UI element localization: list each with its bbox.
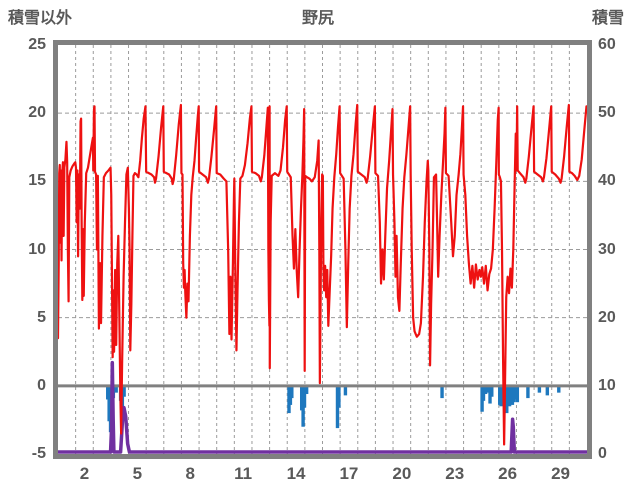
left-tick-label: 25 [28, 36, 46, 53]
weather-chart [58, 45, 587, 454]
x-tick-label: 26 [498, 464, 518, 483]
plot-area-frame [53, 40, 592, 459]
x-tick-label: 20 [392, 464, 412, 483]
left-tick-label: 10 [28, 240, 46, 258]
left-tick-label: -5 [31, 445, 46, 462]
right-tick-label: 60 [598, 36, 616, 53]
precipitation-bar [337, 385, 341, 408]
right-tick-label: 0 [598, 445, 607, 462]
precipitation-bar [486, 385, 490, 393]
right-tick-label: 50 [598, 104, 616, 122]
precipitation-bar [122, 385, 126, 397]
x-tick-label: 8 [185, 464, 195, 483]
right-tick-label: 10 [598, 376, 616, 394]
precipitation-bar [537, 385, 542, 393]
precipitation-bar [513, 385, 518, 400]
chart-title: 野尻 [301, 10, 334, 27]
precipitation-bar [557, 385, 561, 393]
precipitation-bar [488, 385, 492, 404]
left-tick-label: 0 [37, 376, 46, 394]
x-tick-label: 2 [79, 464, 90, 483]
right-tick-label: 30 [598, 240, 616, 258]
precipitation-bar [343, 385, 348, 396]
x-tick-label: 23 [445, 464, 465, 483]
left-tick-label: 15 [28, 172, 46, 190]
right-axis-title: 積雪 [591, 10, 624, 27]
right-tick-label: 20 [598, 308, 616, 326]
precipitation-bar [302, 385, 307, 408]
precipitation-bar [483, 385, 488, 395]
precipitation-bar [290, 385, 294, 399]
precipitation-bar [515, 385, 520, 403]
precipitation-bar [440, 385, 444, 399]
x-tick-label: 5 [132, 464, 143, 483]
left-tick-label: 5 [37, 308, 46, 326]
precipitation-bar [304, 385, 309, 395]
precipitation-bar [481, 385, 486, 401]
left-tick-label: 20 [28, 104, 46, 122]
x-tick-label: 11 [234, 464, 253, 483]
precipitation-bar [526, 385, 530, 399]
precipitation-bar [512, 385, 516, 403]
red-data-line [58, 103, 587, 446]
snow-depth-line [58, 360, 587, 454]
right-tick-label: 40 [598, 172, 616, 190]
precipitation-bar [545, 385, 550, 396]
x-tick-label: 14 [286, 464, 306, 483]
left-axis-title: 積雪以外 [8, 10, 73, 27]
x-tick-label: 17 [339, 464, 359, 483]
precipitation-bar [114, 385, 118, 393]
precipitation-bar [490, 385, 494, 397]
x-tick-label: 29 [551, 464, 570, 483]
